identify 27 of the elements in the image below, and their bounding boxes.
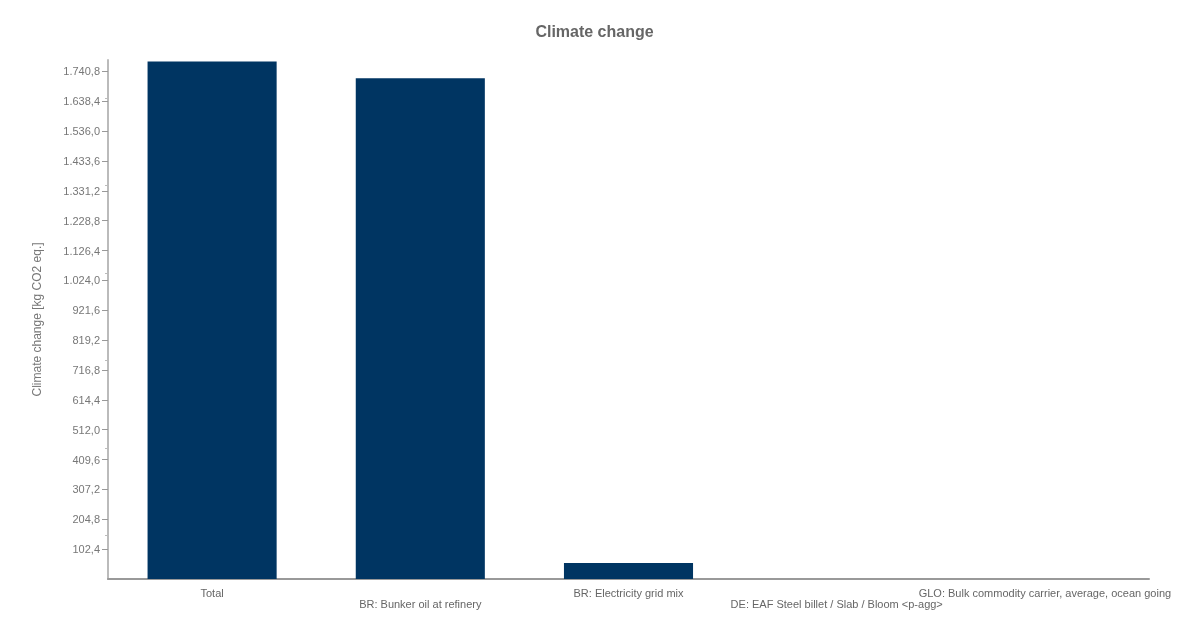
y-axis-title: Climate change [kg CO2 eq.]	[30, 242, 44, 397]
y-tick-label: 307,2	[72, 483, 100, 496]
y-tick-label: 819,2	[72, 334, 100, 347]
y-tick-label: 614,4	[72, 393, 100, 406]
bar	[563, 562, 694, 579]
x-tick-label: BR: Electricity grid mix	[573, 586, 684, 599]
y-tick-label: 1.433,6	[63, 155, 100, 167]
y-tick-label: 1.126,4	[63, 244, 100, 257]
x-tick-label: GLO: Bulk commodity carrier, average, ocean going	[918, 586, 1172, 599]
y-tick-label: 1.331,2	[63, 184, 100, 197]
y-tick-label: 1.536,0	[63, 125, 100, 138]
bar	[147, 61, 277, 579]
y-tick-label: 102,4	[72, 543, 100, 556]
x-tick-label: Total	[200, 586, 224, 599]
y-tick-label: 409,6	[72, 453, 100, 466]
y-tick-label: 1.228,8	[63, 214, 100, 227]
y-tick-label: 512,0	[72, 423, 100, 436]
chart-title: Climate change	[535, 22, 654, 40]
y-tick-label: 1.024,0	[63, 274, 100, 287]
x-tick-label: BR: Bunker oil at refinery	[359, 597, 482, 610]
y-tick-label: 1.740,8	[63, 65, 100, 78]
x-tick-label: DE: EAF Steel billet / Slab / Bloom <p-agg>	[730, 597, 943, 610]
y-tick-label: 921,6	[72, 304, 100, 317]
y-tick-label: 1.638,4	[63, 95, 100, 108]
y-tick-label: 716,8	[72, 364, 100, 376]
bar	[355, 78, 485, 579]
y-tick-label: 204,8	[72, 513, 100, 526]
